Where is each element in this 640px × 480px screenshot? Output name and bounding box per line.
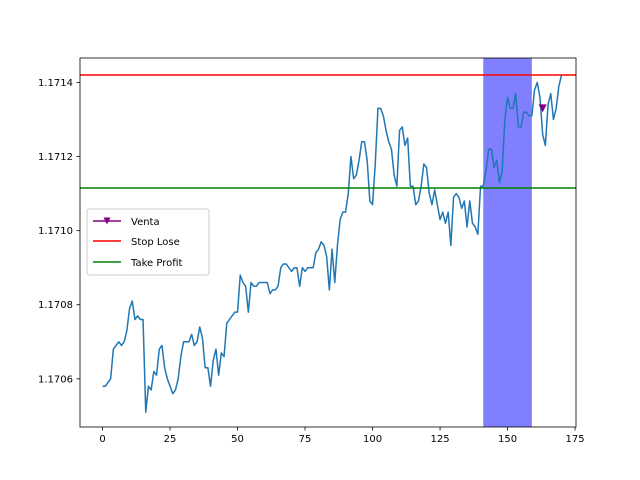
x-tick-label: 150 [498,434,517,445]
y-tick-label: 1.1714 [38,78,73,89]
x-tick-label: 175 [566,434,585,445]
x-tick-label: 50 [231,434,244,445]
axes: 0 25 50 75 100 125 150 175 1.1706 1.1708 1.1710 1.1… [38,57,585,445]
marker-venta [538,104,547,113]
legend-label-take-profit: Take Profit [130,258,183,269]
x-tick-label: 25 [164,434,177,445]
x-tick-label: 125 [431,434,450,445]
y-tick-label: 1.1708 [38,300,73,311]
legend-venta-marker [103,217,111,225]
plot-area [80,58,576,427]
shaded-span [483,58,532,427]
legend: Venta Stop Lose Take Profit [86,208,210,276]
legend-label-stop-lose: Stop Lose [131,237,180,248]
legend-label-venta: Venta [131,217,160,228]
axes-frame [79,57,577,428]
x-tick-label: 75 [299,434,312,445]
y-tick-label: 1.1710 [38,226,73,237]
x-tick-label: 100 [363,434,382,445]
y-tick-label: 1.1712 [38,152,73,163]
legend-box [86,208,210,276]
y-tick-label: 1.1706 [38,374,73,385]
x-tick-label: 0 [99,434,105,445]
series-line-price [102,74,563,413]
